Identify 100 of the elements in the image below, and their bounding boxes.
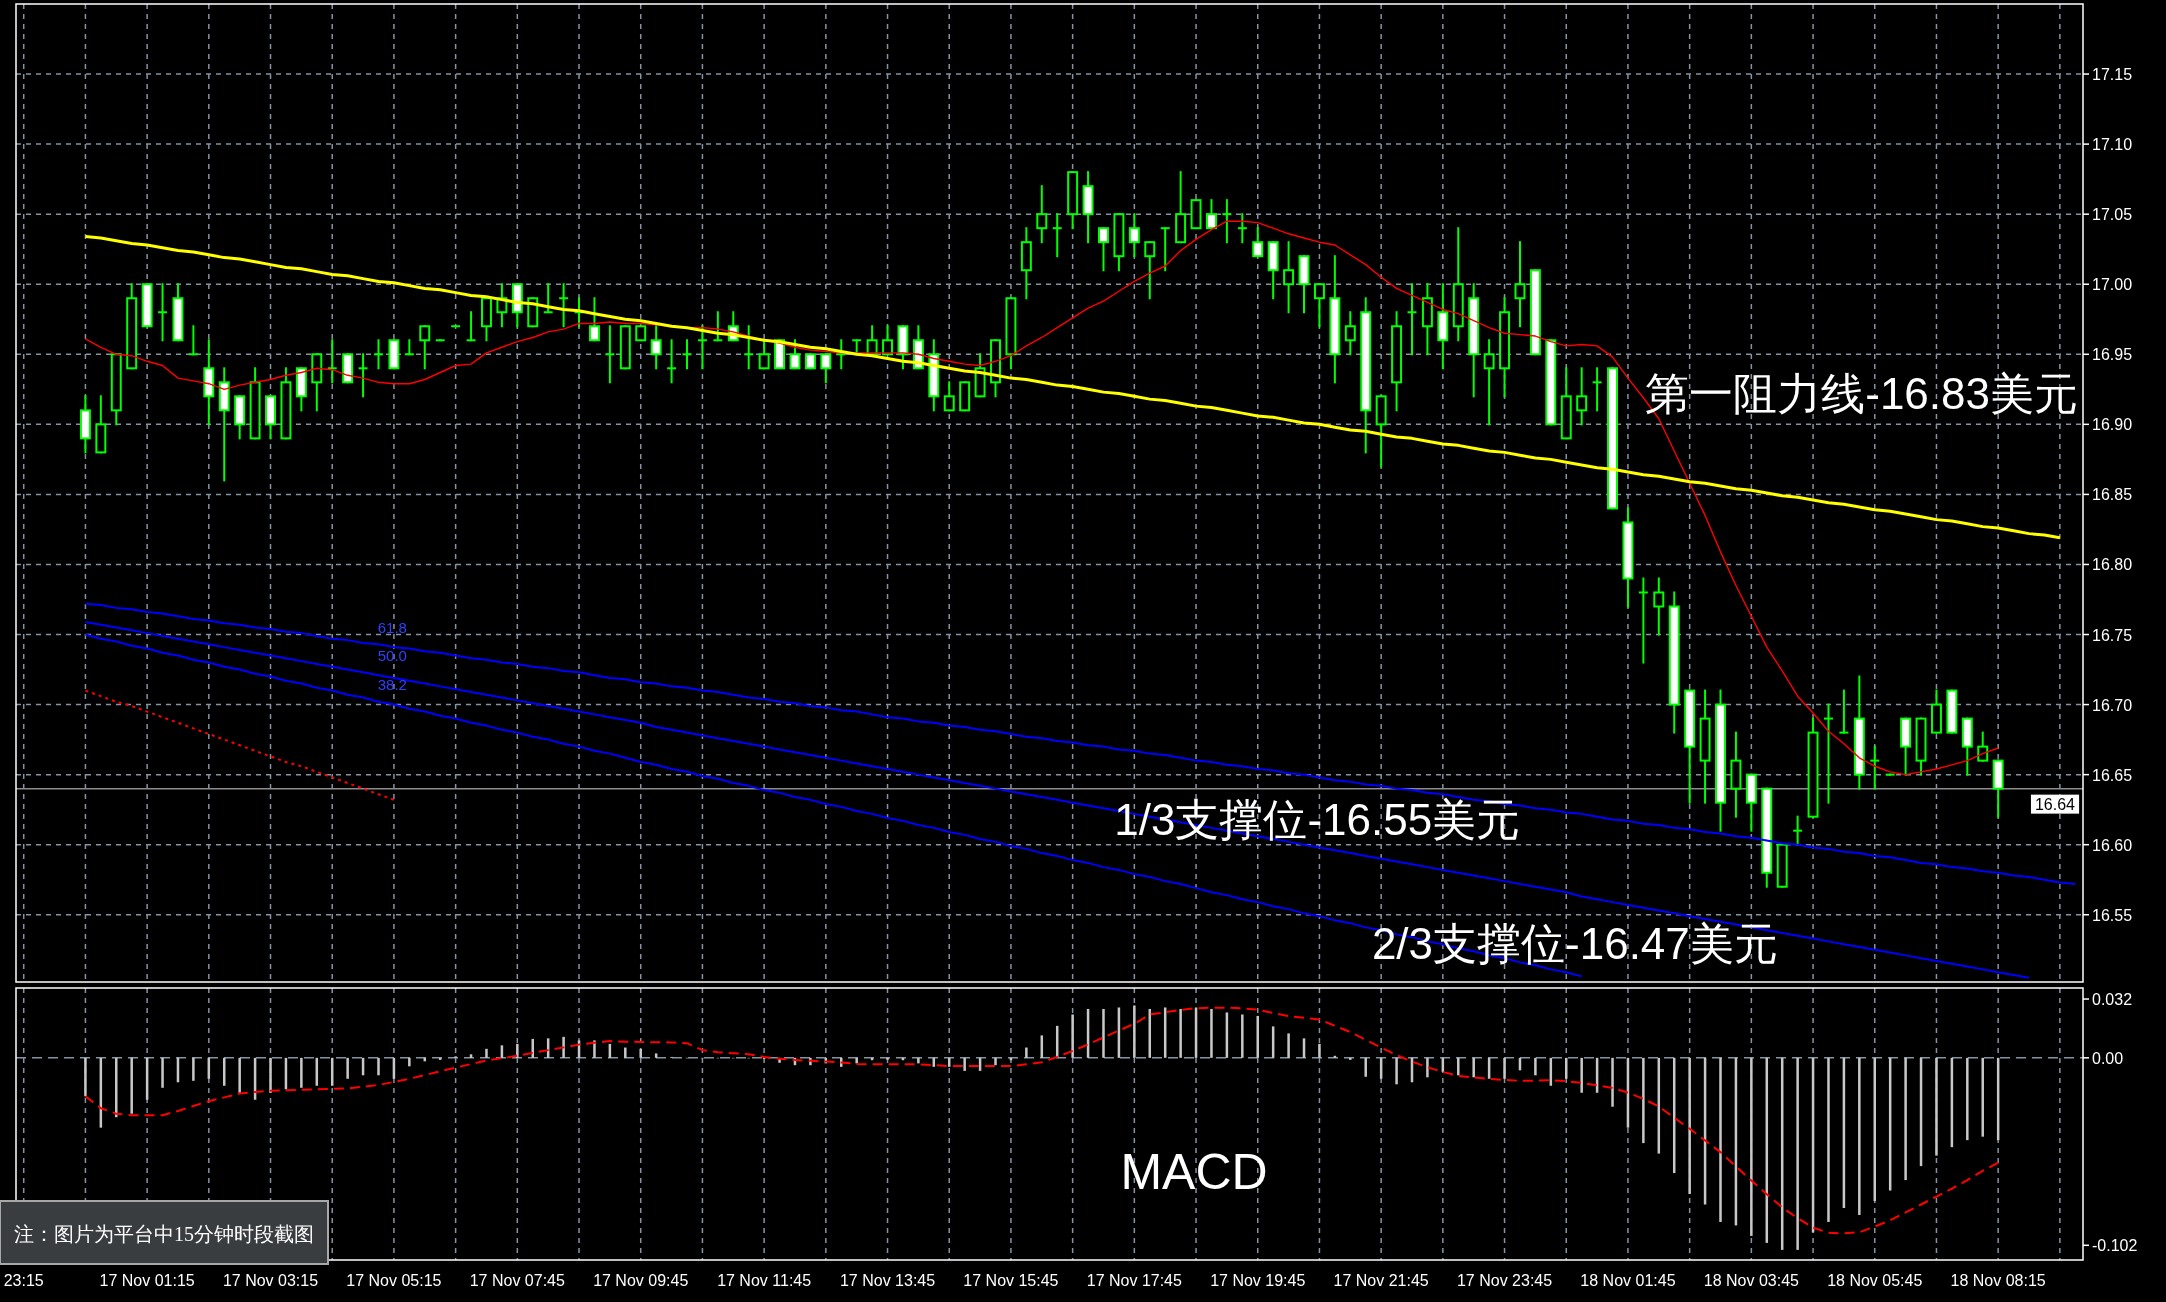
candlestick: [712, 311, 724, 342]
candlestick: [1653, 577, 1665, 636]
y-tick-label: 0.032: [2092, 991, 2133, 1009]
bar: [639, 1048, 642, 1058]
candlestick: [604, 325, 616, 384]
bar: [1133, 1005, 1136, 1058]
y-tick-label: 17.00: [2092, 276, 2133, 294]
bar: [1364, 1057, 1367, 1077]
candlestick: [1283, 241, 1295, 314]
bar: [1210, 1008, 1213, 1058]
candlestick: [1144, 241, 1156, 300]
bar: [994, 1057, 997, 1066]
candlestick: [1051, 213, 1063, 258]
y-tick-label: 16.70: [2092, 696, 2133, 714]
x-tick-label: 23:15: [3, 1272, 44, 1289]
candlestick: [1823, 703, 1834, 804]
annotation: 38.2: [377, 676, 407, 694]
x-tick-label: 17 Nov 17:45: [1086, 1272, 1183, 1289]
candlestick: [1792, 815, 1804, 846]
line-series: [84, 689, 395, 801]
candlestick: [1098, 227, 1109, 272]
candlestick: [1591, 367, 1603, 412]
x-tick-label: 17 Nov 09:45: [593, 1272, 689, 1289]
bar: [1580, 1057, 1583, 1093]
bar: [516, 1043, 519, 1058]
candlestick: [326, 339, 338, 384]
x-tick-label: 18 Nov 01:45: [1580, 1272, 1676, 1289]
bar: [346, 1057, 349, 1079]
y-tick-label: 0.00: [2092, 1049, 2124, 1067]
candlestick: [1977, 731, 1989, 762]
x-tick-label: 17 Nov 11:45: [717, 1272, 812, 1289]
candlestick: [1236, 213, 1248, 244]
x-tick-label: 17 Nov 19:45: [1210, 1272, 1306, 1289]
bar: [269, 1057, 272, 1093]
bar: [130, 1057, 133, 1114]
bar: [1966, 1057, 1969, 1141]
bar: [1796, 1057, 1799, 1250]
bar: [1457, 1057, 1460, 1076]
bar: [1256, 1015, 1259, 1058]
bar: [1719, 1057, 1722, 1222]
y-tick-label: 16.90: [2092, 416, 2133, 434]
candlestick: [1514, 241, 1526, 328]
annotation: 61.8: [377, 618, 407, 636]
x-tick-label: 18 Nov 08:15: [1950, 1272, 2046, 1289]
candlestick: [820, 353, 832, 384]
bar: [1472, 1057, 1475, 1078]
bar: [1827, 1057, 1830, 1222]
x-tick-label: 17 Nov 15:45: [963, 1272, 1059, 1289]
y-tick-label: 17.05: [2092, 206, 2133, 224]
y-tick-label: -0.102: [2092, 1237, 2138, 1255]
x-tick-label: 17 Nov 05:15: [346, 1272, 442, 1289]
candlestick: [666, 339, 678, 384]
y-tick-label: 16.55: [2092, 906, 2133, 924]
candlestick: [758, 339, 770, 370]
bar: [1349, 1057, 1352, 1060]
candlestick: [1128, 213, 1140, 258]
bar: [1611, 1057, 1614, 1107]
bar: [1071, 1014, 1074, 1058]
candlestick: [1483, 339, 1495, 426]
bar: [408, 1057, 411, 1067]
annotation: 注：图片为平台中15分钟时段截图: [14, 1223, 314, 1245]
ref-line-label: 16.64: [2034, 795, 2076, 813]
candlestick: [1344, 311, 1356, 356]
candlestick: [1313, 283, 1325, 328]
bar: [624, 1047, 627, 1058]
bar: [1981, 1057, 1984, 1137]
bar: [1858, 1057, 1861, 1215]
candlestick: [542, 283, 554, 314]
bar: [1241, 1014, 1244, 1058]
x-tick-label: 17 Nov 03:15: [222, 1272, 319, 1289]
bar: [1750, 1057, 1753, 1236]
x-tick-label: 18 Nov 03:45: [1703, 1272, 1800, 1289]
bar: [1179, 1008, 1182, 1058]
y-tick-label: 16.65: [2092, 766, 2133, 784]
candlestick: [465, 311, 477, 342]
candlestick: [1036, 185, 1048, 244]
candlestick: [743, 325, 755, 370]
bar: [1503, 1057, 1506, 1079]
bar: [562, 1036, 565, 1058]
annotation: 第一阻力线-16.83美元: [1645, 369, 2078, 419]
y-tick-label: 16.85: [2092, 486, 2133, 504]
candlestick: [373, 339, 384, 370]
candlestick: [1205, 199, 1217, 230]
bar: [1426, 1057, 1429, 1078]
bar: [1904, 1057, 1907, 1181]
candlestick: [357, 353, 369, 398]
candlestick: [1221, 199, 1233, 244]
x-tick-label: 17 Nov 01:15: [99, 1272, 195, 1289]
y-tick-label: 16.75: [2092, 626, 2133, 644]
line-series: [84, 602, 2077, 885]
candlestick: [943, 381, 955, 412]
bar: [115, 1057, 118, 1118]
x-tick-label: 17 Nov 21:45: [1333, 1272, 1429, 1289]
line-series: [84, 620, 2031, 979]
candlestick: [882, 325, 894, 356]
bar: [192, 1057, 195, 1081]
bar: [1565, 1057, 1568, 1079]
bar: [1102, 1008, 1105, 1058]
bar: [377, 1057, 380, 1076]
bar: [1025, 1047, 1028, 1058]
